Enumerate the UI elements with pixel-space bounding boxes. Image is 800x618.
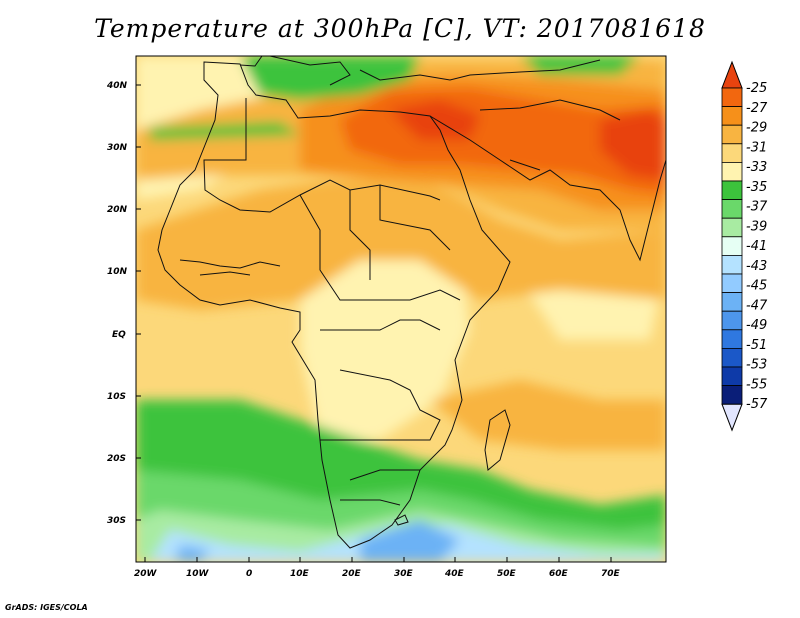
colorbar-box — [721, 199, 743, 219]
lat-label-40n: 40N — [106, 81, 128, 91]
colorbar-label: -37 — [746, 200, 768, 215]
lat-label-30s: 30S — [107, 516, 126, 526]
colorbar-label: -49 — [746, 318, 767, 333]
colorbar-box — [721, 217, 743, 238]
colorbar-label: -43 — [746, 259, 767, 274]
coastline — [157, 56, 666, 549]
colorbar-label: -27 — [746, 101, 768, 116]
colorbar-label: -45 — [746, 279, 767, 294]
colorbar-box — [721, 310, 743, 331]
colorbar: -25 -27 -29 -31 -33 -35 -37 -39 -41 -43 -45 -47 -49 -… — [721, 60, 768, 432]
colorbar-box — [721, 87, 743, 108]
lon-label-20e: 20E — [342, 569, 362, 579]
lon-label-50e: 50E — [497, 569, 517, 579]
colorbar-label: -47 — [746, 298, 768, 313]
colorbar-label: -55 — [746, 377, 767, 392]
lat-label-10n: 10N — [107, 267, 128, 277]
lat-label-20s: 20S — [107, 454, 126, 464]
colorbar-box — [721, 347, 743, 368]
lon-label-30e: 30E — [394, 569, 414, 579]
map-ticks — [136, 84, 612, 562]
chart-title: Temperature at 300hPa [C], VT: 201708161… — [94, 14, 706, 43]
colorbar-label: -25 — [746, 81, 767, 96]
colorbar-label: -53 — [746, 358, 767, 373]
colorbar-label: -35 — [746, 180, 767, 195]
colorbar-box — [721, 236, 743, 256]
lon-label-40e: 40E — [444, 569, 465, 579]
colorbar-box — [721, 273, 743, 294]
lat-label-20n: 20N — [107, 205, 128, 215]
lat-label-30n: 30N — [107, 143, 128, 153]
lon-label-20w: 20W — [134, 569, 158, 579]
colorbar-box — [721, 292, 743, 312]
map-frame — [135, 55, 667, 563]
colorbar-box — [721, 161, 743, 182]
colorbar-box — [721, 385, 743, 405]
colorbar-label: -31 — [746, 140, 767, 155]
colorbar-box — [721, 254, 743, 275]
lon-label-0: 0 — [246, 569, 252, 579]
lon-label-70e: 70E — [601, 569, 621, 579]
lon-label-10w: 10W — [186, 569, 210, 579]
colorbar-box — [721, 329, 743, 349]
colorbar-label: -39 — [746, 219, 767, 234]
credit-footer: GrADS: IGES/COLA — [5, 603, 88, 612]
colorbar-box — [721, 106, 743, 126]
colorbar-box — [721, 366, 743, 387]
colorbar-box — [721, 180, 743, 201]
colorbar-label: -33 — [746, 160, 767, 175]
lon-label-10e: 10E — [290, 569, 310, 579]
colorbar-bottom-arrow — [721, 403, 743, 432]
colorbar-label: -29 — [746, 121, 767, 136]
lon-label-60e: 60E — [549, 569, 569, 579]
colorbar-box — [721, 143, 743, 163]
colorbar-label: -41 — [746, 239, 767, 254]
lat-label-eq: EQ — [112, 330, 126, 340]
colorbar-label: -57 — [746, 397, 768, 412]
colorbar-label: -51 — [746, 338, 767, 353]
colorbar-box — [721, 124, 743, 145]
colorbar-top-arrow — [721, 60, 743, 89]
temperature-field — [136, 56, 666, 562]
lat-label-10s: 10S — [107, 392, 126, 402]
